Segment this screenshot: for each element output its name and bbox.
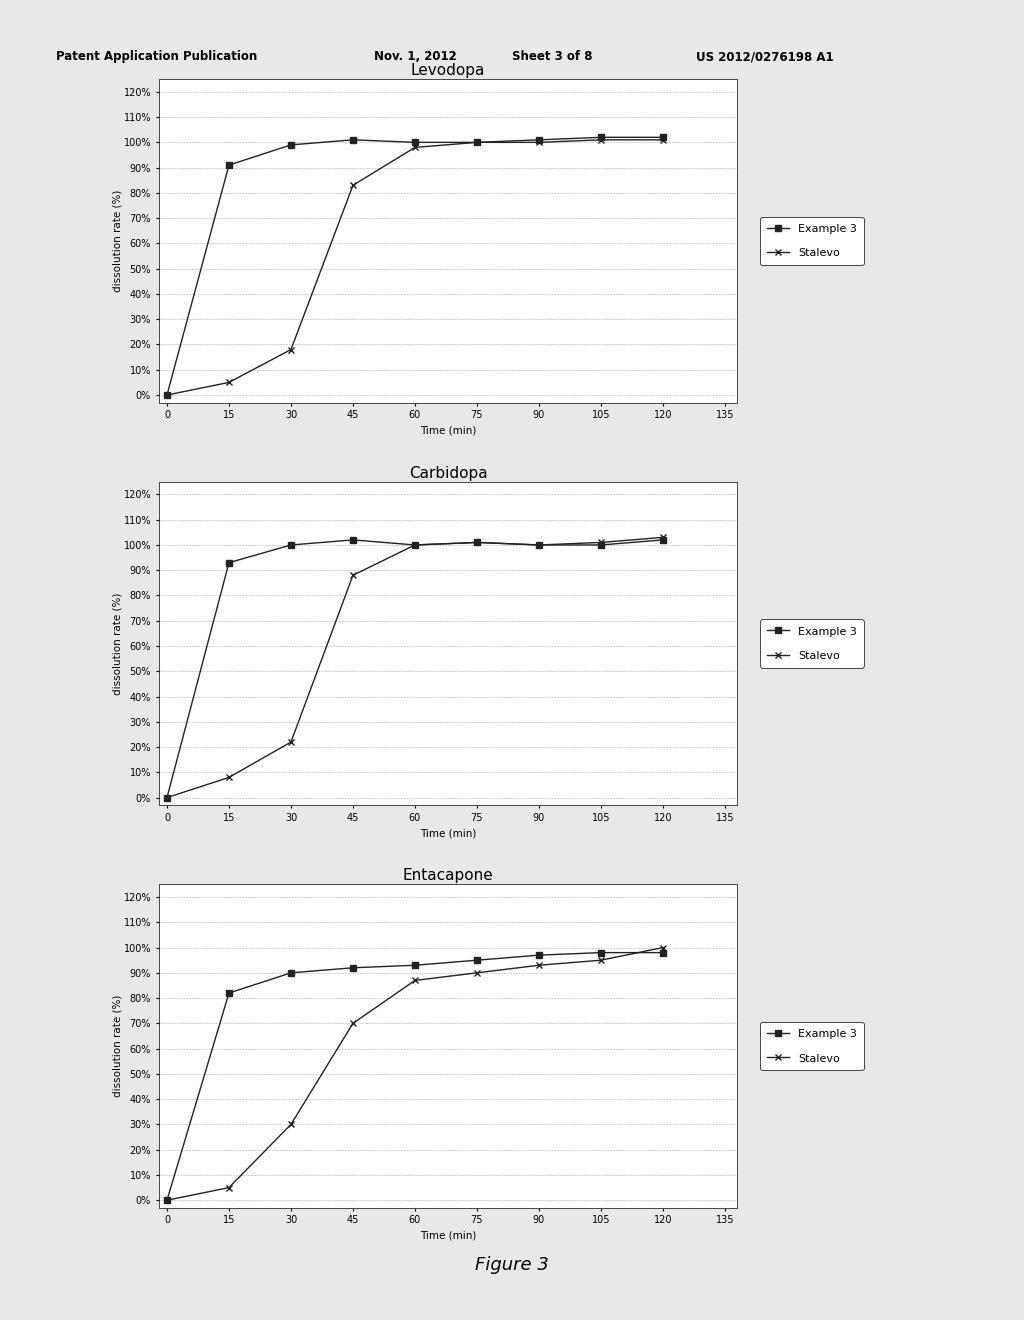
Stalevo — [656, 940, 669, 956]
Title: Levodopa: Levodopa — [411, 63, 485, 78]
Example 3 — [471, 135, 483, 150]
Stalevo — [595, 535, 607, 550]
Example 3 — [471, 535, 483, 550]
Stalevo — [409, 537, 421, 553]
Stalevo — [595, 132, 607, 148]
Example 3 — [595, 129, 607, 145]
Stalevo — [471, 135, 483, 150]
X-axis label: Time (min): Time (min) — [420, 426, 476, 436]
Example 3 — [285, 965, 297, 981]
X-axis label: Time (min): Time (min) — [420, 1232, 476, 1241]
Y-axis label: dissolution rate (%): dissolution rate (%) — [112, 190, 122, 292]
Example 3 — [161, 1192, 173, 1208]
Example 3 — [161, 789, 173, 805]
Example 3 — [347, 960, 359, 975]
Example 3 — [223, 985, 236, 1001]
Stalevo — [471, 535, 483, 550]
Text: Patent Application Publication: Patent Application Publication — [56, 50, 258, 63]
Title: Entacapone: Entacapone — [402, 869, 494, 883]
Stalevo — [285, 734, 297, 750]
Stalevo — [532, 957, 545, 973]
Example 3 — [409, 537, 421, 553]
Line: Example 3: Example 3 — [164, 537, 666, 800]
Stalevo — [595, 952, 607, 968]
Example 3 — [285, 137, 297, 153]
Stalevo — [409, 140, 421, 156]
Stalevo — [532, 537, 545, 553]
Example 3 — [471, 952, 483, 968]
Stalevo — [285, 1117, 297, 1133]
Line: Example 3: Example 3 — [164, 950, 666, 1203]
Stalevo — [285, 342, 297, 358]
Example 3 — [532, 537, 545, 553]
Y-axis label: dissolution rate (%): dissolution rate (%) — [112, 995, 122, 1097]
Example 3 — [223, 157, 236, 173]
Example 3 — [285, 537, 297, 553]
Text: Nov. 1, 2012: Nov. 1, 2012 — [374, 50, 457, 63]
Stalevo — [532, 135, 545, 150]
X-axis label: Time (min): Time (min) — [420, 829, 476, 838]
Stalevo — [656, 529, 669, 545]
Y-axis label: dissolution rate (%): dissolution rate (%) — [112, 593, 122, 694]
Stalevo — [347, 177, 359, 193]
Line: Stalevo: Stalevo — [164, 533, 667, 801]
Stalevo — [409, 973, 421, 989]
Example 3 — [532, 132, 545, 148]
Stalevo — [161, 789, 173, 805]
Stalevo — [223, 1180, 236, 1196]
Example 3 — [595, 537, 607, 553]
Example 3 — [409, 957, 421, 973]
Example 3 — [595, 945, 607, 961]
Stalevo — [347, 1015, 359, 1031]
Example 3 — [347, 532, 359, 548]
Stalevo — [656, 132, 669, 148]
Text: US 2012/0276198 A1: US 2012/0276198 A1 — [696, 50, 834, 63]
Stalevo — [223, 770, 236, 785]
Line: Stalevo: Stalevo — [164, 944, 667, 1204]
Stalevo — [161, 387, 173, 403]
Example 3 — [161, 387, 173, 403]
Line: Stalevo: Stalevo — [164, 136, 667, 399]
Example 3 — [347, 132, 359, 148]
Example 3 — [223, 554, 236, 570]
Example 3 — [656, 532, 669, 548]
Text: Figure 3: Figure 3 — [475, 1255, 549, 1274]
Stalevo — [161, 1192, 173, 1208]
Example 3 — [656, 129, 669, 145]
Legend: Example 3, Stalevo: Example 3, Stalevo — [760, 1022, 863, 1071]
Example 3 — [532, 948, 545, 964]
Stalevo — [471, 965, 483, 981]
Stalevo — [223, 375, 236, 391]
Legend: Example 3, Stalevo: Example 3, Stalevo — [760, 619, 863, 668]
Text: Sheet 3 of 8: Sheet 3 of 8 — [512, 50, 593, 63]
Stalevo — [347, 568, 359, 583]
Example 3 — [656, 945, 669, 961]
Line: Example 3: Example 3 — [164, 135, 666, 397]
Example 3 — [409, 135, 421, 150]
Title: Carbidopa: Carbidopa — [409, 466, 487, 480]
Legend: Example 3, Stalevo: Example 3, Stalevo — [760, 216, 863, 265]
